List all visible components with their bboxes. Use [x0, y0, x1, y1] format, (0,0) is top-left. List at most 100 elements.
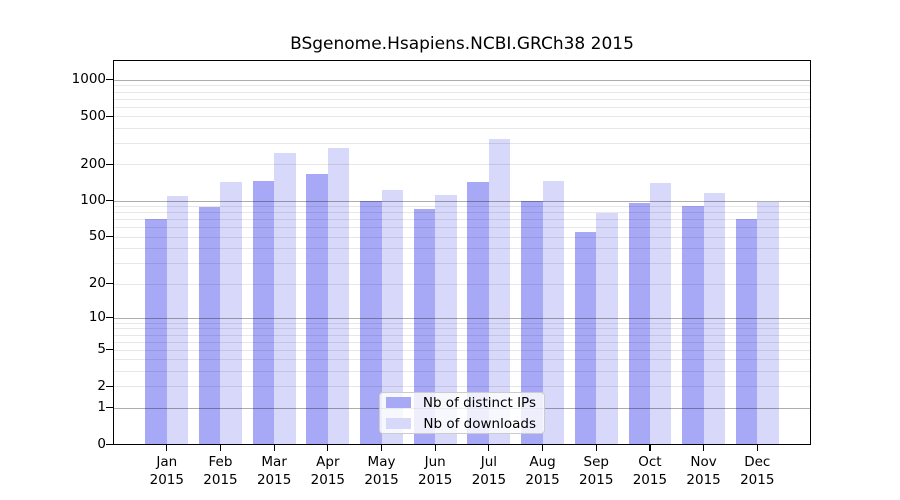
gridline-major	[113, 200, 811, 202]
x-tick	[649, 444, 651, 451]
gridline-major	[113, 79, 811, 81]
bar	[467, 182, 489, 445]
gridline-minor	[113, 219, 811, 221]
bar	[327, 148, 350, 445]
gridline-minor	[113, 328, 811, 330]
bar	[628, 203, 650, 445]
x-tick	[273, 444, 275, 451]
bar	[735, 219, 758, 445]
gridline-minor	[113, 91, 811, 93]
x-tick-label: Dec 2015	[740, 453, 775, 488]
y-tick-label: 2	[97, 377, 106, 394]
y-tick-label: 500	[80, 107, 106, 124]
chart-title: BSgenome.Hsapiens.NCBI.GRCh38 2015	[290, 34, 634, 54]
bar	[542, 180, 564, 445]
x-tick-label: Apr 2015	[310, 453, 345, 488]
x-tick-label: Aug 2015	[525, 453, 560, 488]
x-tick-label: Mar 2015	[256, 453, 292, 488]
y-tick	[106, 349, 113, 351]
gridline-minor	[113, 143, 811, 145]
y-tick	[106, 115, 113, 117]
gridline-major	[113, 317, 811, 319]
bar	[574, 231, 597, 445]
bar	[703, 193, 725, 445]
x-tick-label: Feb 2015	[203, 453, 238, 488]
y-tick-label: 1000	[71, 71, 106, 88]
y-tick-label: 0	[97, 435, 106, 452]
y-tick-label: 5	[97, 341, 106, 358]
x-tick-label: Jun 2015	[418, 453, 453, 488]
x-tick-label: May 2015	[364, 453, 399, 488]
bar	[649, 183, 672, 445]
y-tick	[106, 79, 113, 81]
x-tick-label: Sep 2015	[579, 453, 614, 488]
gridline-minor	[113, 334, 811, 336]
legend-row-downloads: Nb of downloads	[386, 416, 536, 432]
bar	[521, 200, 543, 445]
bar	[435, 194, 457, 445]
gridline-minor	[113, 164, 811, 166]
bar	[199, 206, 221, 445]
gridline-minor	[113, 236, 811, 238]
x-tick-label: Jul 2015	[471, 453, 507, 488]
y-tick	[106, 443, 113, 445]
bar	[220, 182, 242, 445]
y-tick	[106, 163, 113, 166]
gridline-minor	[113, 116, 811, 118]
x-tick	[327, 444, 329, 451]
gridline-minor	[113, 248, 811, 250]
gridline-minor	[113, 128, 811, 130]
x-tick	[380, 444, 383, 451]
gridline-minor	[113, 341, 811, 343]
bar	[360, 200, 382, 445]
gridline-minor	[113, 98, 811, 100]
gridline-minor	[113, 263, 811, 265]
y-tick	[106, 317, 113, 319]
gridline-minor	[113, 386, 811, 388]
gridline-minor	[113, 371, 811, 373]
x-tick	[166, 444, 168, 451]
bar	[381, 190, 403, 445]
y-tick-label: 10	[88, 309, 106, 326]
y-tick	[106, 385, 113, 387]
gridline-minor	[113, 106, 811, 108]
bar	[145, 219, 167, 445]
bar	[682, 205, 704, 445]
y-tick-label: 100	[80, 192, 106, 209]
x-tick	[434, 444, 436, 451]
y-tick	[106, 283, 113, 285]
legend: Nb of distinct IPs Nb of downloads	[379, 392, 545, 434]
bar	[596, 213, 618, 445]
bar	[166, 195, 189, 445]
bar	[488, 138, 511, 445]
x-tick-label: Nov 2015	[686, 453, 721, 488]
x-tick	[595, 444, 597, 451]
x-tick-label: Oct 2015	[632, 453, 668, 488]
y-tick-label: 1	[97, 399, 106, 416]
bar	[757, 202, 779, 445]
y-tick	[106, 407, 113, 409]
y-tick-label: 200	[80, 155, 106, 172]
bar	[306, 173, 328, 445]
bar	[413, 208, 436, 445]
gridline-minor	[113, 212, 811, 214]
gridline-minor	[113, 85, 811, 87]
gridline-minor	[113, 227, 811, 229]
gridline-minor	[113, 359, 811, 361]
x-tick	[703, 444, 705, 451]
x-tick	[219, 444, 222, 451]
y-tick	[106, 200, 113, 202]
y-tick-label: 20	[88, 275, 106, 292]
gridline-minor	[113, 283, 811, 285]
x-tick	[488, 444, 490, 451]
x-tick	[756, 444, 758, 451]
bar	[274, 153, 296, 445]
legend-label-downloads: Nb of downloads	[423, 415, 536, 432]
legend-swatch-distinct-ips	[386, 397, 411, 408]
gridline-minor	[113, 349, 811, 351]
gridline-minor	[113, 322, 811, 324]
legend-row-distinct-ips: Nb of distinct IPs	[386, 395, 536, 411]
y-tick	[106, 236, 113, 238]
